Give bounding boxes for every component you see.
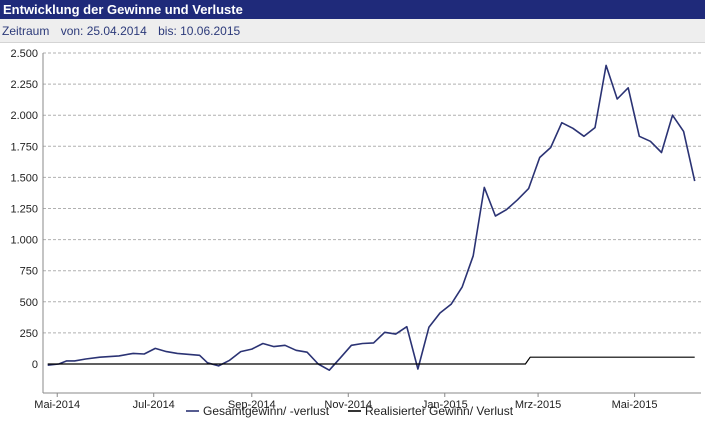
- series-line-realized: [47, 356, 695, 365]
- legend: Gesamtgewinn/ -verlust Realisierter Gewin…: [186, 404, 514, 418]
- y-tick-label: 2.500: [10, 48, 38, 60]
- y-tick-label: 500: [20, 297, 38, 309]
- y-tick-label: 250: [20, 328, 38, 340]
- chart-title-bar: Entwicklung der Gewinne und Verluste: [0, 0, 705, 19]
- y-tick-label: 1.500: [10, 172, 38, 184]
- series-line-total: [47, 64, 696, 372]
- page-title: Entwicklung der Gewinne und Verluste: [3, 2, 243, 17]
- y-tick-label: 1.750: [10, 141, 38, 153]
- x-tick-label: Jul-2014: [133, 399, 175, 411]
- y-tick-label: 1.000: [10, 235, 38, 247]
- profit-loss-chart: 0 250 500 750 1.000 1.250 1.500 1.750 2.000 2.250…: [10, 48, 701, 418]
- period-to: bis: 10.06.2015: [158, 24, 241, 38]
- x-tick-label: Nov-2014: [324, 399, 372, 411]
- x-axis-tick-labels: Mai-2014 Jul-2014 Sep-2014 Nov-2014 Jan-2015…: [34, 399, 657, 411]
- y-axis-tick-labels: 0 250 500 750 1.000 1.250 1.500 1.750 2.000 2.250…: [10, 48, 38, 371]
- x-tick-label: Sep-2014: [228, 399, 276, 411]
- x-tick-label: Jan-2015: [422, 399, 468, 411]
- legend-label-total: Gesamtgewinn/ -verlust: [203, 404, 330, 418]
- period-label: Zeitraum: [2, 24, 50, 38]
- grid-lines: [43, 52, 701, 334]
- axes: [42, 53, 701, 397]
- period-bar: Zeitraum von: 25.04.2014 bis: 10.06.2015: [0, 19, 705, 43]
- x-tick-label: Mai-2014: [34, 399, 80, 411]
- period-from: von: 25.04.2014: [60, 24, 147, 38]
- y-tick-label: 750: [20, 266, 38, 278]
- y-tick-label: 2.250: [10, 79, 38, 91]
- x-tick-label: Mrz-2015: [515, 399, 561, 411]
- y-tick-label: 2.000: [10, 110, 38, 122]
- series-lines: [47, 64, 696, 372]
- chart-area: 0 250 500 750 1.000 1.250 1.500 1.750 2.000 2.250…: [0, 43, 705, 424]
- y-tick-label: 0: [32, 359, 38, 371]
- x-tick-label: Mai-2015: [612, 399, 658, 411]
- y-tick-label: 1.250: [10, 204, 38, 216]
- legend-label-realized: Realisierter Gewinn/ Verlust: [365, 404, 514, 418]
